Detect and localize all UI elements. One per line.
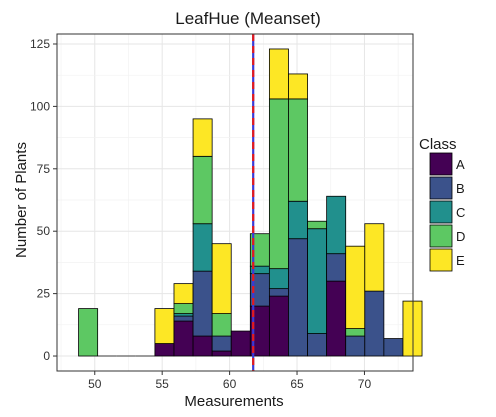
bar-segment-b [288, 238, 308, 357]
bar-segment-c [307, 228, 328, 334]
y-axis-ticks: 0 25 50 75 100 125 [30, 37, 57, 363]
legend-label-c: C [456, 205, 465, 220]
bar-segment-d [173, 303, 194, 314]
legend-label-a: A [456, 157, 465, 172]
bar-segment-c [192, 223, 213, 272]
y-tick-label: 0 [43, 349, 50, 363]
bar-segment-e [288, 73, 308, 100]
histogram-bars [78, 48, 423, 357]
bar-segment-e [192, 118, 213, 157]
bar-segment-a [211, 350, 232, 357]
bar-segment-e [154, 308, 175, 344]
bar-segment-a [230, 330, 251, 357]
x-tick-label: 50 [88, 377, 102, 391]
bar-segment-d [307, 220, 328, 230]
bar-segment-c [268, 268, 289, 290]
bar-segment-d [288, 98, 308, 202]
bar-segment-d [345, 328, 366, 337]
y-tick-label: 25 [37, 287, 51, 301]
plot-border [56, 33, 414, 372]
x-tick-label: 70 [358, 377, 372, 391]
legend-label-b: B [456, 181, 465, 196]
legend-title: Class [419, 136, 457, 153]
bar-segment-e [345, 245, 366, 329]
x-tick-label: 60 [223, 377, 237, 391]
bar-segment-d [192, 155, 213, 225]
bar-segment-e [268, 48, 289, 100]
y-tick-label: 50 [37, 224, 51, 238]
bar-segment-d [211, 313, 232, 337]
bar-segment-d [78, 308, 99, 357]
bar-segment-b [192, 270, 213, 337]
x-tick-label: 55 [156, 377, 170, 391]
x-tick-label: 65 [290, 377, 304, 391]
bar-segment-a [173, 320, 194, 357]
x-axis-title: Measurements [184, 393, 283, 410]
bar-segment-b [173, 315, 194, 322]
y-tick-label: 125 [30, 37, 50, 51]
bar-segment-b [211, 335, 232, 352]
legend-key-a [429, 152, 453, 176]
bar-segment-b [383, 338, 404, 357]
y-tick-label: 75 [37, 162, 51, 176]
bar-segment-e [402, 300, 423, 357]
bar-segment-e [364, 223, 385, 292]
bar-segment-b [326, 253, 347, 282]
bar-segment-a [154, 343, 175, 357]
legend-key-c [429, 200, 453, 224]
legend-key-b [429, 176, 453, 200]
x-axis-ticks: 50 55 60 65 70 [88, 371, 371, 391]
bar-segment-a [268, 295, 289, 357]
y-axis-title: Number of Plants [13, 142, 30, 258]
bar-segment-b [345, 335, 366, 357]
chart-title: LeafHue (Meanset) [175, 9, 321, 28]
bar-segment-b [364, 290, 385, 357]
legend-key-d [429, 224, 453, 248]
bar-segment-b [268, 288, 289, 297]
legend-label-e: E [456, 253, 465, 268]
bar-segment-d [268, 98, 289, 270]
bar-segment-c [288, 200, 308, 240]
legend-label-d: D [456, 229, 465, 244]
legend-key-e [429, 248, 453, 272]
y-tick-label: 100 [30, 99, 50, 113]
bar-segment-b [307, 333, 328, 357]
bar-segment-c [326, 195, 347, 255]
bar-segment-a [192, 335, 213, 357]
bar-segment-e [211, 243, 232, 314]
bar-segment-a [326, 280, 347, 357]
bar-segment-e [173, 283, 194, 305]
